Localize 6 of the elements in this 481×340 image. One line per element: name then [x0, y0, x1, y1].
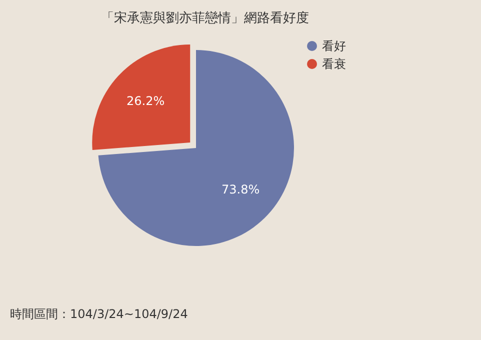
data-label: 26.2% — [126, 94, 165, 108]
data-label: 73.8% — [221, 182, 260, 196]
title: 「宋承憲與劉亦菲戀情」網路看好度 — [101, 11, 309, 26]
text: 時間區間：104/3/24~104/9/24 — [10, 307, 188, 321]
legend-label: 看好 — [322, 39, 346, 53]
legend-label: 看衰 — [322, 57, 346, 71]
